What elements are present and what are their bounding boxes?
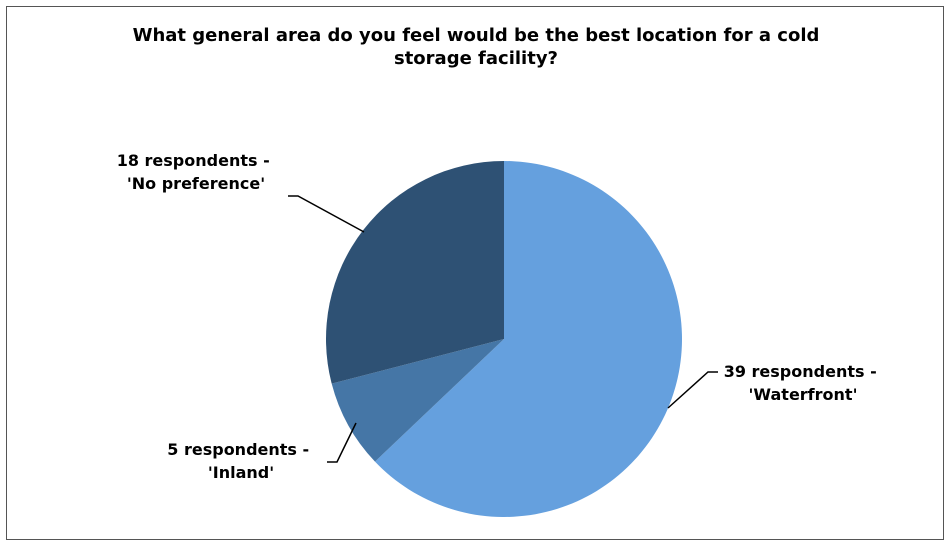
leader-lines [288, 195, 718, 463]
slice-label-inland-line-1: 5 respondents - [167, 440, 309, 459]
leader-line-waterfront [667, 371, 718, 409]
slice-label-waterfront-line-1: 39 respondents - [724, 362, 877, 381]
chart-title-line-1: What general area do you feel would be t… [132, 25, 820, 46]
slice-label-waterfront-line-2: 'Waterfront' [749, 385, 858, 404]
slice-label-no-preference-line-2: 'No preference' [127, 174, 265, 193]
leader-line-no-preference [288, 195, 365, 233]
slice-label-inland: 5 respondents - 'Inland' [167, 440, 314, 482]
pie-slice-waterfront [374, 161, 682, 518]
slice-label-no-preference: 18 respondents - 'No preference' [117, 151, 276, 193]
pie-slices [325, 160, 682, 518]
chart-title-line-2: storage facility? [393, 48, 558, 69]
pie-slice-no-preference [325, 160, 504, 384]
slice-label-no-preference-line-1: 18 respondents - [117, 151, 270, 170]
leader-line-inland [327, 422, 357, 463]
slice-label-inland-line-2: 'Inland' [208, 463, 274, 482]
pie-slice-inland [331, 339, 504, 462]
chart-title: What general area do you feel would be t… [0, 24, 952, 70]
slice-label-waterfront: 39 respondents - 'Waterfront' [724, 362, 883, 404]
